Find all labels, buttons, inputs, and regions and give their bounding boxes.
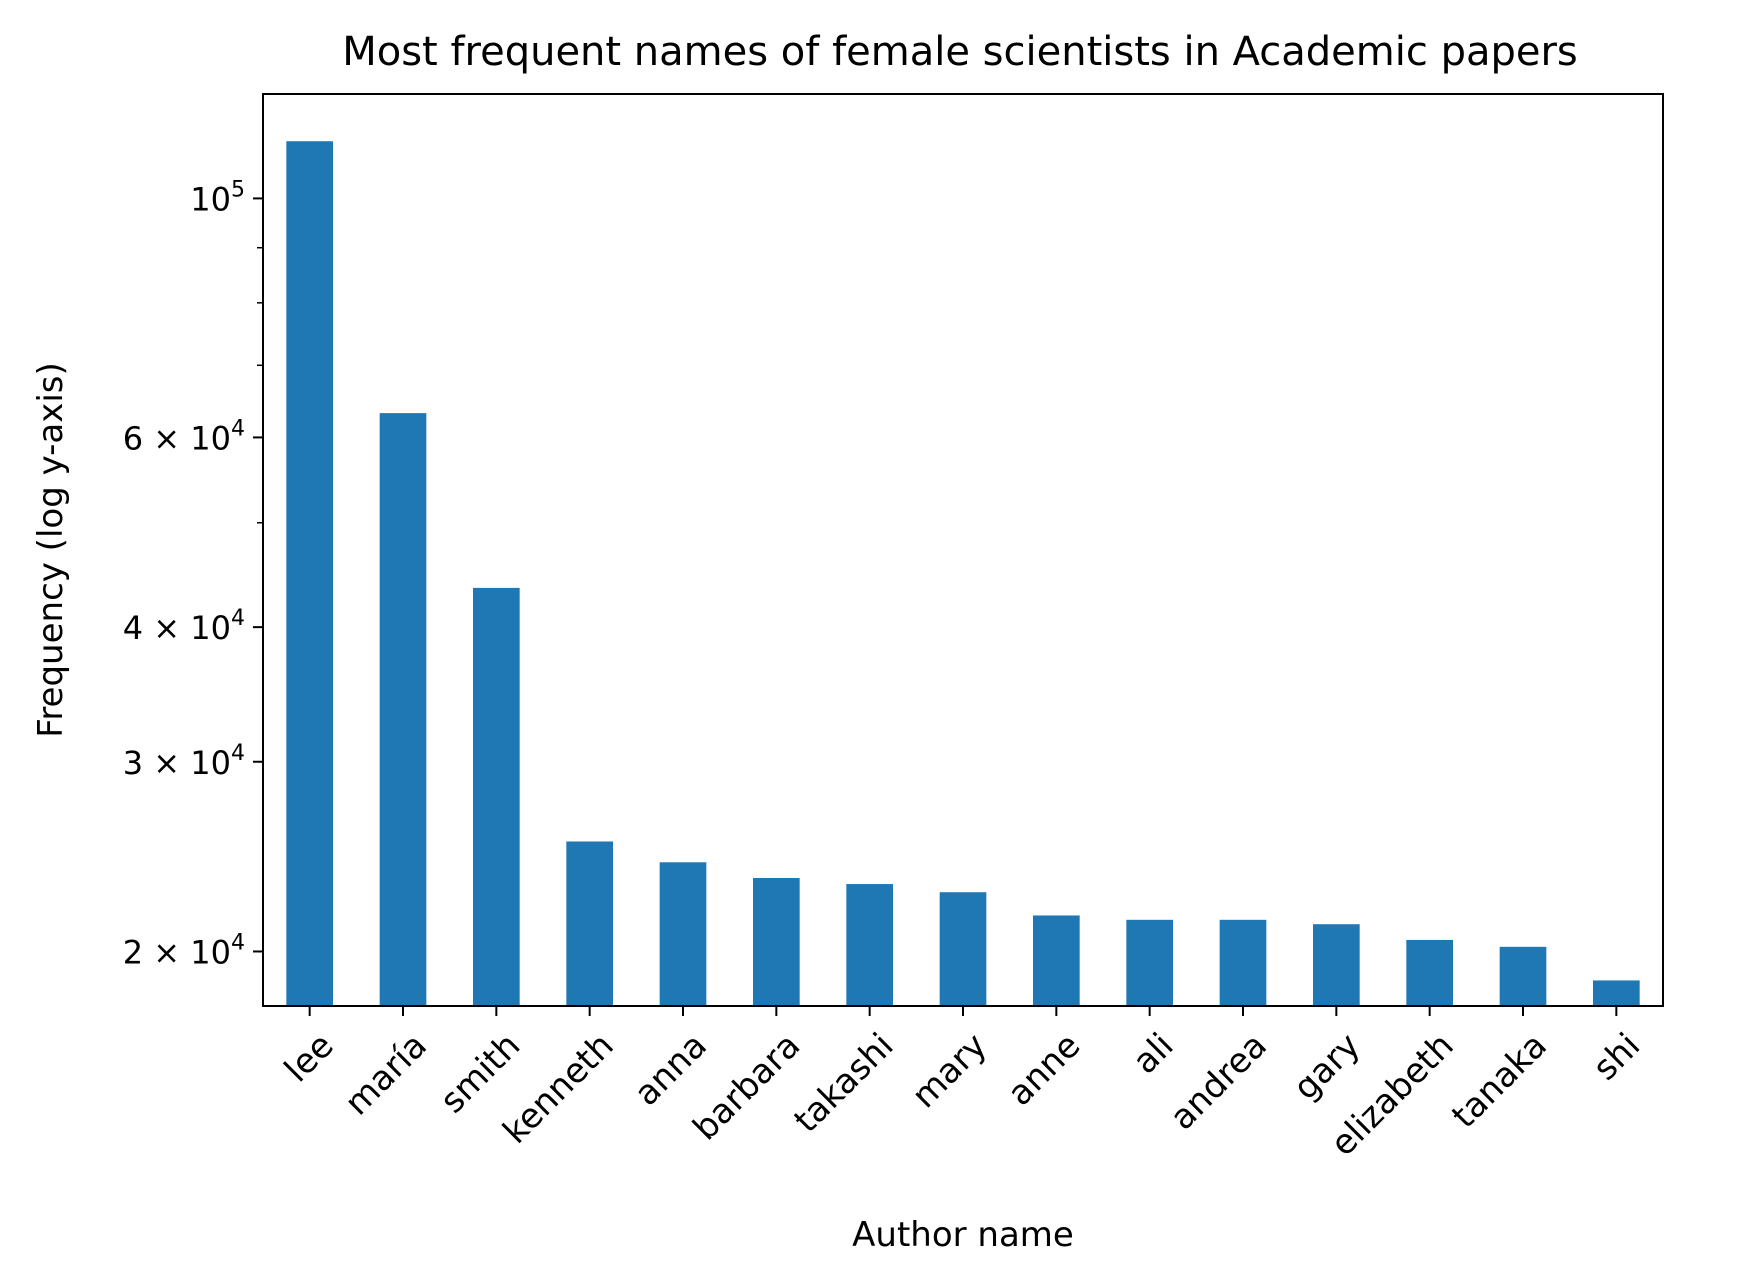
x-tick-label: lee — [277, 1026, 342, 1091]
bar-6 — [846, 884, 893, 1006]
x-tick-label: anne — [1000, 1026, 1088, 1114]
y-tick-label: 6 × 104 — [123, 416, 245, 457]
x-axis-label: Author name — [852, 1215, 1074, 1255]
y-axis-label: Frequency (log y-axis) — [31, 362, 71, 738]
bar-14 — [1593, 980, 1640, 1006]
plot-frame — [262, 93, 1664, 1007]
y-tick-label: 4 × 104 — [123, 606, 245, 647]
bar-13 — [1499, 946, 1547, 1006]
bar-3 — [566, 841, 613, 1006]
bar-1 — [379, 413, 427, 1006]
bar-7 — [939, 892, 987, 1006]
y-tick-label: 3 × 104 — [123, 741, 245, 782]
x-tick-label: mary — [904, 1026, 995, 1117]
bars-group — [286, 141, 1640, 1006]
x-tick-label: anna — [627, 1026, 715, 1114]
bar-11 — [1313, 924, 1360, 1006]
x-tick-label: shi — [1585, 1026, 1648, 1089]
bar-4 — [659, 862, 707, 1006]
x-tick-label: tanaka — [1444, 1026, 1555, 1137]
chart-title: Most frequent names of female scientists… — [342, 29, 1578, 75]
x-tick-label: maría — [337, 1026, 435, 1124]
x-tick-label: takashi — [786, 1026, 901, 1141]
bar-2 — [473, 587, 520, 1006]
x-tick-label: gary — [1286, 1026, 1368, 1108]
bar-8 — [1033, 915, 1080, 1006]
bar-12 — [1406, 939, 1453, 1006]
x-tick-label: ali — [1125, 1026, 1181, 1082]
bar-0 — [286, 141, 333, 1006]
y-tick-label: 2 × 104 — [123, 930, 245, 971]
bar-10 — [1219, 919, 1267, 1006]
y-tick-label: 105 — [190, 177, 245, 218]
y-axis: 2 × 104 3 × 104 4 × 104 6 × 104 105 — [123, 177, 263, 971]
bar-5 — [753, 878, 800, 1006]
x-tick-label: andrea — [1163, 1026, 1275, 1138]
bar-9 — [1126, 919, 1173, 1006]
